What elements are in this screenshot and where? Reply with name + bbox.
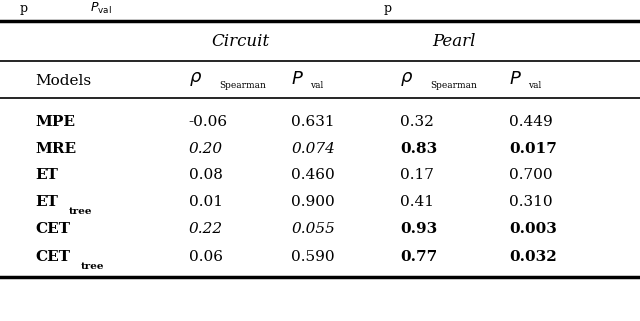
Text: 0.460: 0.460 (291, 168, 335, 182)
Text: tree: tree (68, 207, 92, 216)
Text: Models: Models (35, 74, 92, 88)
Text: 0.032: 0.032 (509, 250, 557, 264)
Text: ET: ET (35, 195, 58, 209)
Text: Spearman: Spearman (220, 81, 266, 90)
Text: $P_{\mathrm{val}}$: $P_{\mathrm{val}}$ (90, 0, 111, 16)
Text: ET: ET (35, 168, 58, 182)
Text: 0.700: 0.700 (509, 168, 552, 182)
Text: Pearl: Pearl (433, 33, 476, 50)
Text: 0.01: 0.01 (189, 195, 223, 209)
Text: val: val (528, 81, 541, 90)
Text: 0.17: 0.17 (400, 168, 434, 182)
Text: $\rho$: $\rho$ (189, 70, 202, 88)
Text: p: p (19, 2, 28, 14)
Text: 0.77: 0.77 (400, 250, 437, 264)
Text: $\rho$: $\rho$ (400, 70, 413, 88)
Text: 0.074: 0.074 (291, 142, 335, 156)
Text: 0.20: 0.20 (189, 142, 223, 156)
Text: 0.631: 0.631 (291, 115, 335, 129)
Text: 0.41: 0.41 (400, 195, 434, 209)
Text: 0.22: 0.22 (189, 221, 223, 236)
Text: 0.93: 0.93 (400, 221, 437, 236)
Text: CET: CET (35, 250, 70, 264)
Text: tree: tree (81, 262, 105, 271)
Text: 0.310: 0.310 (509, 195, 552, 209)
Text: 0.06: 0.06 (189, 250, 223, 264)
Text: -0.06: -0.06 (189, 115, 228, 129)
Text: 0.83: 0.83 (400, 142, 437, 156)
Text: val: val (310, 81, 324, 90)
Text: 0.055: 0.055 (291, 221, 335, 236)
Text: $P$: $P$ (509, 70, 522, 88)
Text: p: p (384, 2, 392, 14)
Text: 0.32: 0.32 (400, 115, 434, 129)
Text: CET: CET (35, 221, 70, 236)
Text: MRE: MRE (35, 142, 76, 156)
Text: MPE: MPE (35, 115, 76, 129)
Text: 0.590: 0.590 (291, 250, 335, 264)
Text: Spearman: Spearman (431, 81, 477, 90)
Text: 0.449: 0.449 (509, 115, 552, 129)
Text: Circuit: Circuit (211, 33, 269, 50)
Text: 0.900: 0.900 (291, 195, 335, 209)
Text: 0.003: 0.003 (509, 221, 557, 236)
Text: 0.08: 0.08 (189, 168, 223, 182)
Text: $P$: $P$ (291, 70, 304, 88)
Text: 0.017: 0.017 (509, 142, 557, 156)
